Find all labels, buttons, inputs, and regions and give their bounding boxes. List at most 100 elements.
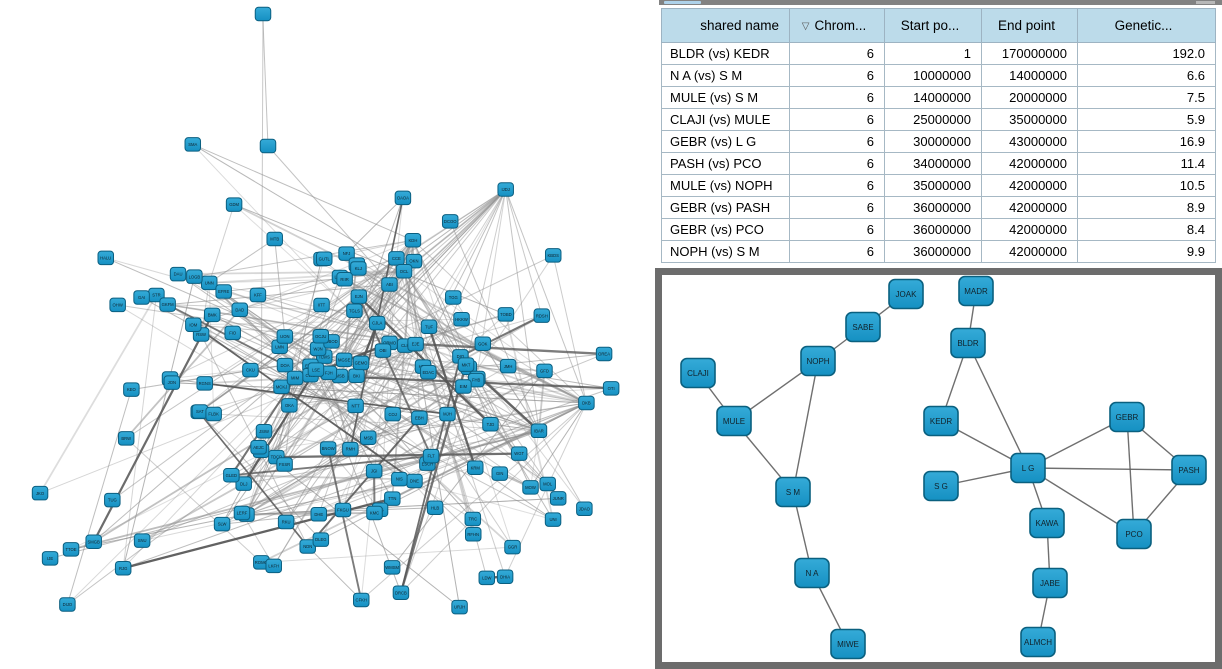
node-shape[interactable] [233,505,251,521]
network-node[interactable]: LERF [233,505,251,521]
network-node[interactable]: UNI [544,512,562,527]
table-cell[interactable]: GEBR (vs) L G [661,130,790,153]
network-node[interactable] [259,138,277,154]
column-header-4[interactable]: Genetic... [1077,8,1216,43]
table-cell[interactable]: 6 [789,86,885,109]
network-node[interactable]: SMGB [85,534,102,549]
network-node-pash[interactable]: PASH [1171,454,1207,486]
node-shape[interactable] [497,182,514,197]
network-node[interactable]: JDAO [576,501,593,517]
network-node[interactable]: CKU [242,362,259,378]
network-node[interactable]: TGG [445,290,462,305]
table-cell[interactable]: 5.9 [1077,108,1216,131]
table-cell[interactable]: 16.9 [1077,130,1216,153]
node-shape[interactable] [404,233,422,248]
node-shape[interactable] [85,534,102,549]
network-node[interactable]: TRC [464,511,482,527]
node-shape[interactable] [163,375,181,390]
node-shape[interactable] [368,315,386,331]
node-shape[interactable] [1116,518,1152,550]
node-shape[interactable] [426,500,444,515]
network-node[interactable]: FSSR [276,457,293,472]
node-shape[interactable] [255,424,273,439]
node-shape[interactable] [453,312,470,327]
network-node[interactable]: DCOO [441,214,459,229]
network-node[interactable]: BKI [348,368,365,383]
network-node[interactable]: JON [163,375,181,390]
network-node[interactable]: WMSM [383,560,401,575]
node-shape[interactable] [109,297,126,313]
node-shape[interactable] [1029,507,1065,539]
network-edge[interactable] [792,360,819,493]
network-node[interactable]: DOA [276,357,294,373]
network-node-pco[interactable]: PCO [1116,518,1152,550]
node-shape[interactable] [265,558,282,574]
node-shape[interactable] [215,284,232,299]
node-shape[interactable] [159,297,176,312]
node-shape[interactable] [319,441,337,456]
table-cell[interactable]: 192.0 [1077,42,1216,65]
node-shape[interactable] [539,476,556,492]
table-row[interactable]: GEBR (vs) L G 6 30000000 43000000 16.9 [661,130,1216,153]
network-node[interactable]: OHW [109,297,126,313]
table-cell[interactable]: 10000000 [884,64,982,87]
table-cell[interactable]: 35000000 [884,174,982,197]
node-shape[interactable] [353,592,370,608]
network-node[interactable]: TGLS [346,303,363,318]
network-node[interactable]: EIM [455,379,472,394]
node-shape[interactable] [888,278,924,310]
table-cell[interactable]: 42000000 [981,152,1078,175]
network-edge[interactable] [967,342,1029,469]
network-node-miwe[interactable]: MIWE [830,628,866,660]
network-node-n-a[interactable]: N A [794,557,830,589]
network-node[interactable]: SMA [184,137,202,152]
network-node[interactable]: FLT [422,448,440,464]
node-shape[interactable] [533,308,551,323]
node-shape[interactable] [185,317,202,332]
network-edge[interactable] [1027,467,1135,535]
network-node-jabe[interactable]: JABE [1032,567,1068,599]
table-cell[interactable]: 6 [789,108,885,131]
node-shape[interactable] [312,329,330,344]
node-shape[interactable] [196,376,213,391]
table-cell[interactable]: 25000000 [884,108,982,131]
node-shape[interactable] [348,368,365,383]
node-shape[interactable] [200,275,218,291]
node-shape[interactable] [31,485,49,501]
node-shape[interactable] [522,480,539,495]
table-cell[interactable]: 6 [789,174,885,197]
node-shape[interactable] [338,246,355,261]
node-shape[interactable] [478,570,496,586]
node-shape[interactable] [845,311,881,343]
network-node[interactable]: LSE [307,362,325,377]
node-shape[interactable] [794,557,830,589]
node-shape[interactable] [235,476,252,491]
node-shape[interactable] [276,457,293,472]
network-node-bldr[interactable]: BLDR [950,327,986,359]
network-node[interactable]: BRW [117,431,135,446]
network-node[interactable]: UNN [200,275,218,291]
column-header-0[interactable]: shared name [661,8,790,43]
node-shape[interactable] [716,405,752,437]
table-cell[interactable]: 36000000 [884,240,982,263]
node-shape[interactable] [334,502,352,518]
node-shape[interactable] [1171,454,1207,486]
node-shape[interactable] [457,357,475,372]
node-shape[interactable] [775,476,811,508]
network-node[interactable]: RJG [114,560,132,576]
network-node-madr[interactable]: MADR [958,275,994,307]
node-shape[interactable] [350,289,368,304]
network-node[interactable]: GOK [474,336,492,351]
network-node[interactable]: MIM [286,370,304,386]
node-shape[interactable] [104,492,121,508]
network-node[interactable]: KDH [404,233,422,248]
node-shape[interactable] [133,290,150,305]
network-node[interactable]: EDAC [420,364,437,380]
table-row[interactable]: NOPH (vs) S M 6 36000000 42000000 9.9 [661,240,1216,263]
network-node[interactable]: RDSH [533,308,551,323]
node-shape[interactable] [273,379,290,395]
node-shape[interactable] [281,398,298,413]
node-shape[interactable] [445,290,462,305]
node-shape[interactable] [276,357,294,373]
network-node[interactable]: GGR [504,539,521,555]
